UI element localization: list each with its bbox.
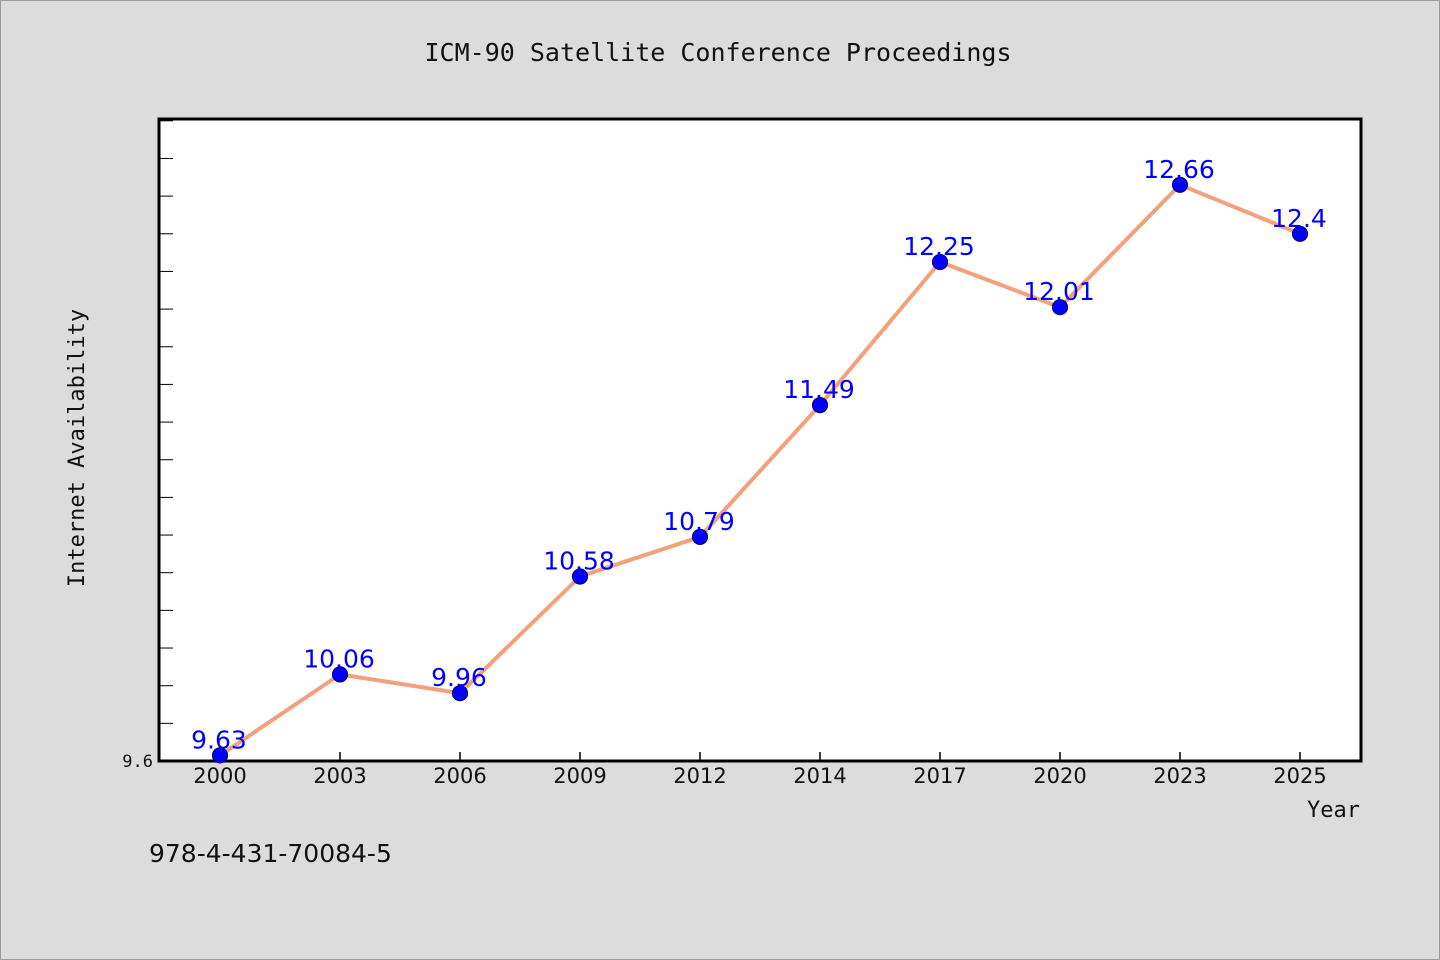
data-point xyxy=(691,528,709,546)
data-point xyxy=(931,253,949,271)
data-label: 9.96 xyxy=(431,663,487,692)
data-point xyxy=(1171,176,1189,193)
data-point xyxy=(811,397,829,414)
data-label: 11.49 xyxy=(783,375,855,404)
data-label: 10.79 xyxy=(663,507,735,536)
data-label: 10.06 xyxy=(303,644,375,673)
x-tick-label: 2020 xyxy=(1033,764,1086,788)
x-tick-label: 2000 xyxy=(193,764,246,788)
x-tick-label: 2006 xyxy=(433,764,486,788)
x-tick-label: 2014 xyxy=(793,764,846,788)
series-line xyxy=(218,182,1302,758)
x-tick-labels: 2000 2003 2006 2009 2012 2014 2017 2020 2023 2025 xyxy=(193,764,1326,788)
x-tick-label: 2003 xyxy=(313,764,366,788)
data-markers xyxy=(211,176,1309,764)
data-point xyxy=(571,568,589,585)
data-point xyxy=(451,685,469,702)
x-axis-label: Year xyxy=(1307,798,1360,823)
data-point xyxy=(1051,299,1069,316)
data-label: 12.25 xyxy=(903,232,975,261)
x-tick-label: 2009 xyxy=(553,764,606,788)
y-tick-label: 9.6 xyxy=(122,752,153,772)
data-label: 12.01 xyxy=(1023,277,1095,306)
data-point xyxy=(1291,225,1309,242)
data-label: 12.66 xyxy=(1143,155,1215,184)
chart-title: ICM-90 Satellite Conference Proceedings xyxy=(425,38,1012,67)
x-tick-label: 2025 xyxy=(1273,764,1326,788)
data-point xyxy=(331,666,349,683)
x-tick-label: 2023 xyxy=(1153,764,1206,788)
data-point xyxy=(211,747,229,764)
y-axis-label: Internet Availability xyxy=(65,309,90,587)
data-label: 12.4 xyxy=(1271,204,1327,233)
isbn-text: 978-4-431-70084-5 xyxy=(149,839,392,868)
x-tick-label: 2017 xyxy=(913,764,966,788)
plot-area xyxy=(157,117,1363,763)
x-tick-label: 2012 xyxy=(673,764,726,788)
data-label: 10.58 xyxy=(543,547,615,576)
data-labels: 9.63 10.06 9.96 10.58 10.79 11.49 12.25 12.01 12… xyxy=(191,155,1327,755)
data-label: 9.63 xyxy=(191,725,247,754)
y-minor-ticks xyxy=(159,120,173,762)
